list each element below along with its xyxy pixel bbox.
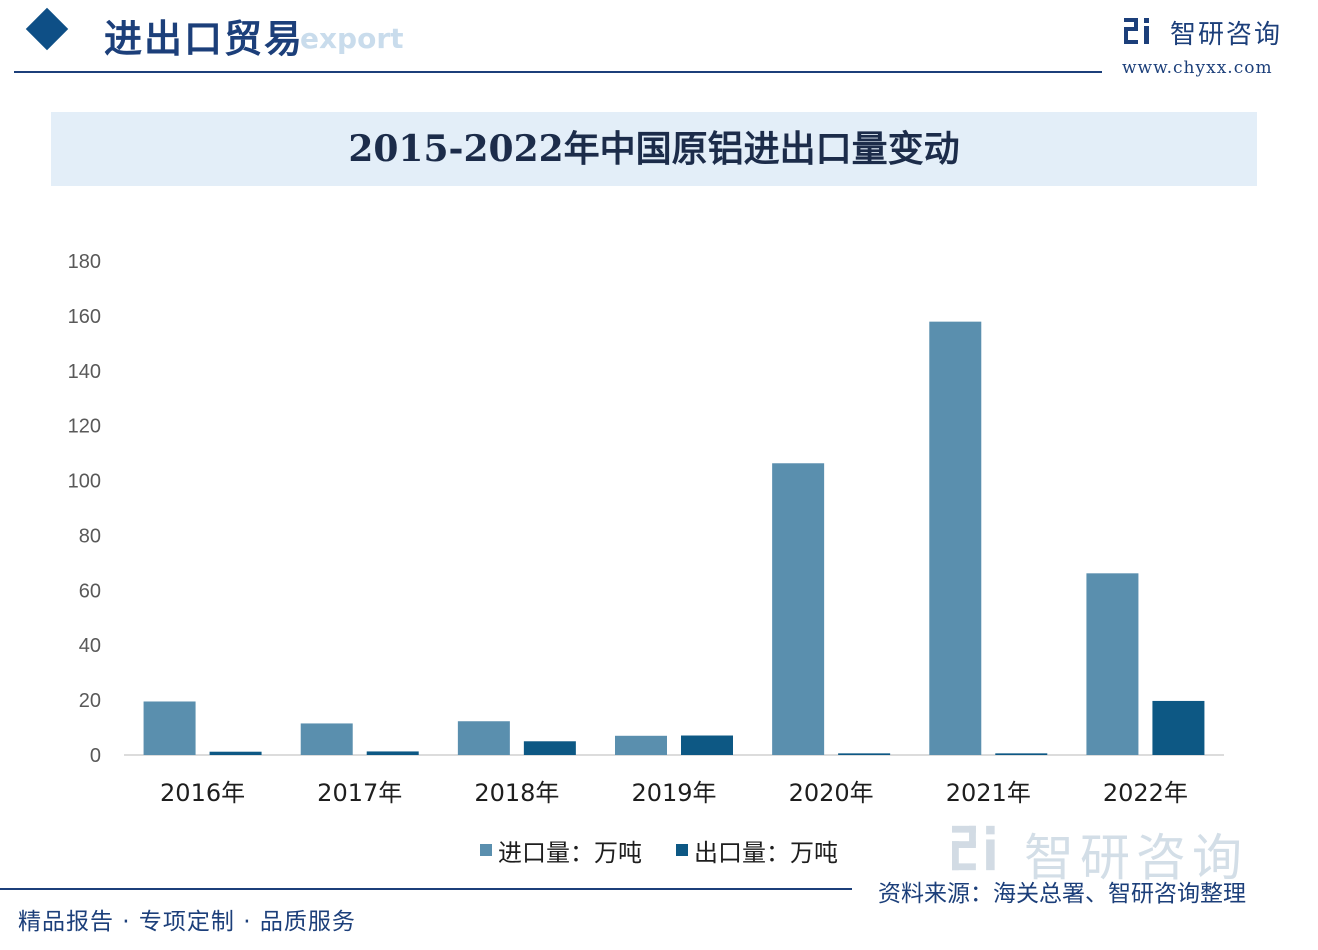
footer-slogan: 精品报告 · 专项定制 · 品质服务 bbox=[18, 909, 356, 935]
y-tick-label: 180 bbox=[68, 251, 101, 273]
bar-export bbox=[681, 735, 733, 755]
bar-import bbox=[143, 701, 196, 755]
y-tick-label: 140 bbox=[68, 361, 101, 383]
bar-export bbox=[366, 751, 419, 755]
y-tick-label: 20 bbox=[79, 690, 101, 712]
bar-import bbox=[300, 723, 353, 755]
section-title: 进出口贸易 bbox=[104, 16, 305, 61]
section-subtitle: export bbox=[300, 22, 404, 55]
header-divider bbox=[14, 71, 1102, 73]
x-tick-label: 2017年 bbox=[317, 779, 402, 807]
legend-label-export: 出口量：万吨 bbox=[694, 838, 838, 867]
data-source-note: 资料来源：海关总署、智研咨询整理 bbox=[878, 881, 1246, 907]
bar-import bbox=[457, 721, 510, 755]
y-tick-label: 40 bbox=[79, 635, 101, 657]
brand-url[interactable]: www.chyxx.com bbox=[1122, 58, 1273, 78]
y-tick-label: 0 bbox=[90, 745, 101, 767]
page-header: export 进出口贸易 智研咨询 www.chyxx.com bbox=[0, 0, 1318, 80]
bar-export bbox=[1152, 700, 1205, 755]
x-tick-label: 2018年 bbox=[474, 779, 559, 807]
bar-import bbox=[929, 321, 982, 755]
legend-swatch-export bbox=[676, 844, 688, 856]
chart-title-band: 2015-2022年中国原铝进出口量变动 bbox=[51, 112, 1257, 186]
x-tick-label: 2022年 bbox=[1103, 779, 1188, 807]
y-tick-label: 60 bbox=[79, 580, 101, 602]
bar-export bbox=[523, 741, 576, 755]
y-tick-label: 160 bbox=[68, 306, 101, 328]
legend-item-export: 出口量：万吨 bbox=[676, 833, 838, 868]
x-tick-label: 2016年 bbox=[160, 779, 245, 807]
legend-swatch-import bbox=[480, 844, 492, 856]
y-tick-label: 100 bbox=[68, 471, 101, 493]
y-tick-label: 80 bbox=[79, 525, 101, 547]
y-tick-label: 120 bbox=[68, 416, 101, 438]
chart-legend: 进口量：万吨 出口量：万吨 bbox=[480, 833, 872, 868]
x-tick-label: 2021年 bbox=[946, 779, 1031, 807]
legend-item-import: 进口量：万吨 bbox=[480, 833, 642, 868]
brand-logo-icon bbox=[1124, 18, 1149, 44]
brand-name: 智研咨询 bbox=[1170, 20, 1283, 50]
bar-import bbox=[772, 463, 825, 755]
bar-export bbox=[995, 753, 1048, 755]
legend-label-import: 进口量：万吨 bbox=[498, 838, 642, 867]
chart-title: 2015-2022年中国原铝进出口量变动 bbox=[348, 128, 960, 170]
bar-export bbox=[209, 751, 262, 755]
bar-export bbox=[838, 753, 891, 755]
footer-divider bbox=[0, 888, 852, 890]
x-tick-label: 2019年 bbox=[631, 779, 716, 807]
bar-import bbox=[1086, 573, 1139, 755]
watermark-logo-icon bbox=[952, 825, 995, 871]
x-tick-label: 2020年 bbox=[789, 779, 874, 807]
bar-import bbox=[615, 735, 667, 755]
watermark-text: 智研咨询 bbox=[1024, 829, 1248, 887]
